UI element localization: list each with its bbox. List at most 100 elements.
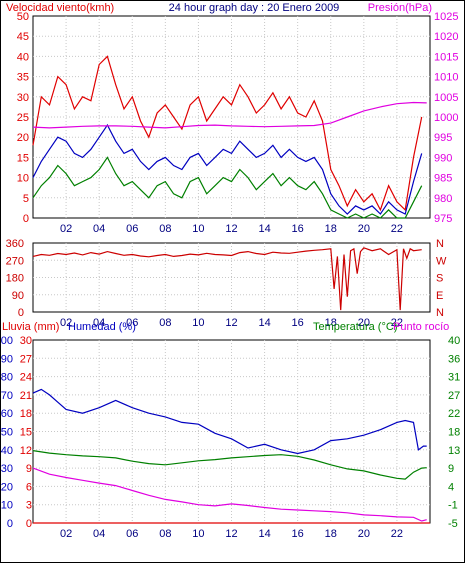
pressure-tick-label: 985 [434, 173, 452, 185]
humidity-tick-label: 20 [1, 481, 13, 493]
wind-x-tick-label: 18 [325, 223, 337, 235]
temperature-tick-label: 13 [448, 445, 460, 457]
temperature-tick-label: -5 [448, 518, 458, 530]
direction-x-tick-label: 06 [126, 317, 138, 329]
rain-tick-label: 3 [26, 500, 32, 512]
wind-x-tick-label: 20 [358, 223, 370, 235]
pressure-tick-label: 1015 [434, 51, 458, 63]
humidity-tick-label: 30 [1, 463, 13, 475]
wind-axis-label: Velocidad viento(kmh) [6, 2, 114, 14]
rain-tick-label: 21 [20, 390, 32, 402]
dewpoint-line [32, 467, 427, 522]
climate-x-tick-label: 06 [126, 528, 138, 540]
temperature-tick-label: 18 [448, 427, 460, 439]
rain-tick-label: 6 [26, 481, 32, 493]
wind-direction-line [32, 247, 422, 311]
compass-tick-label: E [436, 290, 443, 302]
direction-x-tick-label: 22 [391, 317, 403, 329]
temperature-line [32, 450, 427, 480]
wind-x-tick-label: 10 [192, 223, 204, 235]
rain-tick-label: 27 [20, 353, 32, 365]
pressure-tick-label: 995 [434, 132, 452, 144]
humidity-tick-label: 40 [1, 445, 13, 457]
humidity-tick-label: 10 [1, 500, 13, 512]
rain-tick-label: 18 [20, 408, 32, 420]
humidity-axis-label: Humedad (%) [68, 321, 136, 333]
wind-x-tick-label: 02 [60, 223, 72, 235]
rain-tick-label: 12 [20, 445, 32, 457]
temperature-tick-label: 4 [448, 481, 454, 493]
rain-tick-label: 30 [20, 335, 32, 347]
direction-x-tick-label: 02 [60, 317, 72, 329]
wind-tick-label: 10 [17, 173, 29, 185]
humidity-tick-label: 50 [1, 427, 13, 439]
wind-tick-label: 50 [17, 11, 29, 23]
direction-tick-label: 90 [12, 290, 24, 302]
direction-x-tick-label: 20 [358, 317, 370, 329]
direction-x-tick-label: 08 [159, 317, 171, 329]
humidity-tick-label: 60 [1, 408, 13, 420]
humidity-tick-label: 100 [0, 335, 13, 347]
wind-x-tick-label: 14 [258, 223, 270, 235]
climate-x-tick-label: 22 [391, 528, 403, 540]
climate-x-tick-label: 18 [325, 528, 337, 540]
temperature-tick-label: 9 [448, 463, 454, 475]
direction-tick-label: 360 [6, 238, 24, 250]
wind-tick-label: 0 [23, 213, 29, 225]
climate-x-tick-label: 20 [358, 528, 370, 540]
humidity-tick-label: 0 [7, 518, 13, 530]
rain-tick-label: 9 [26, 463, 32, 475]
temperature-tick-label: 27 [448, 390, 460, 402]
direction-x-tick-label: 04 [93, 317, 105, 329]
wind-tick-label: 30 [17, 92, 29, 104]
climate-x-tick-label: 04 [93, 528, 105, 540]
direction-x-tick-label: 18 [325, 317, 337, 329]
wind-x-tick-label: 08 [159, 223, 171, 235]
humidity-tick-label: 70 [1, 390, 13, 402]
pressure-tick-label: 1020 [434, 31, 458, 43]
direction-x-tick-label: 16 [292, 317, 304, 329]
wind-tick-label: 35 [17, 72, 29, 84]
dewpoint-axis-label: Punto rocío [393, 321, 449, 333]
compass-tick-label: W [436, 255, 447, 267]
climate-x-tick-label: 02 [60, 528, 72, 540]
compass-tick-label: N [436, 238, 444, 250]
direction-x-tick-label: 12 [225, 317, 237, 329]
wind-x-tick-label: 12 [225, 223, 237, 235]
wind-tick-label: 45 [17, 31, 29, 43]
wind-x-tick-label: 04 [93, 223, 105, 235]
climate-x-tick-label: 16 [292, 528, 304, 540]
wind-tick-label: 20 [17, 132, 29, 144]
wind-tick-label: 25 [17, 112, 29, 124]
temperature-tick-label: 22 [448, 408, 460, 420]
wind-tick-label: 15 [17, 152, 29, 164]
rain-tick-label: 24 [20, 372, 32, 384]
humidity-tick-label: 90 [1, 353, 13, 365]
wind-x-tick-label: 16 [292, 223, 304, 235]
wind-x-tick-label: 22 [391, 223, 403, 235]
climate-x-tick-label: 12 [225, 528, 237, 540]
temperature-axis-label: Temperatura (°C) [313, 321, 397, 333]
pressure-tick-label: 1005 [434, 92, 458, 104]
pressure-tick-label: 990 [434, 152, 452, 164]
temperature-tick-label: 36 [448, 353, 460, 365]
wind-gust-line [32, 55, 423, 212]
pressure-tick-label: 1025 [434, 11, 458, 23]
climate-x-tick-label: 08 [159, 528, 171, 540]
wind-tick-label: 5 [23, 193, 29, 205]
pressure-tick-label: 975 [434, 213, 452, 225]
humidity-line [32, 388, 427, 455]
direction-tick-label: 180 [6, 273, 24, 285]
temperature-tick-label: 31 [448, 372, 460, 384]
pressure-tick-label: 1000 [434, 112, 458, 124]
wind-tick-label: 40 [17, 51, 29, 63]
wind-x-tick-label: 06 [126, 223, 138, 235]
chart-title: 24 hour graph day : 20 Enero 2009 [169, 2, 340, 14]
rain-tick-label: 0 [26, 518, 32, 530]
direction-x-tick-label: 14 [258, 317, 270, 329]
wind-average-line [32, 123, 423, 215]
compass-tick-label: N [436, 307, 444, 319]
